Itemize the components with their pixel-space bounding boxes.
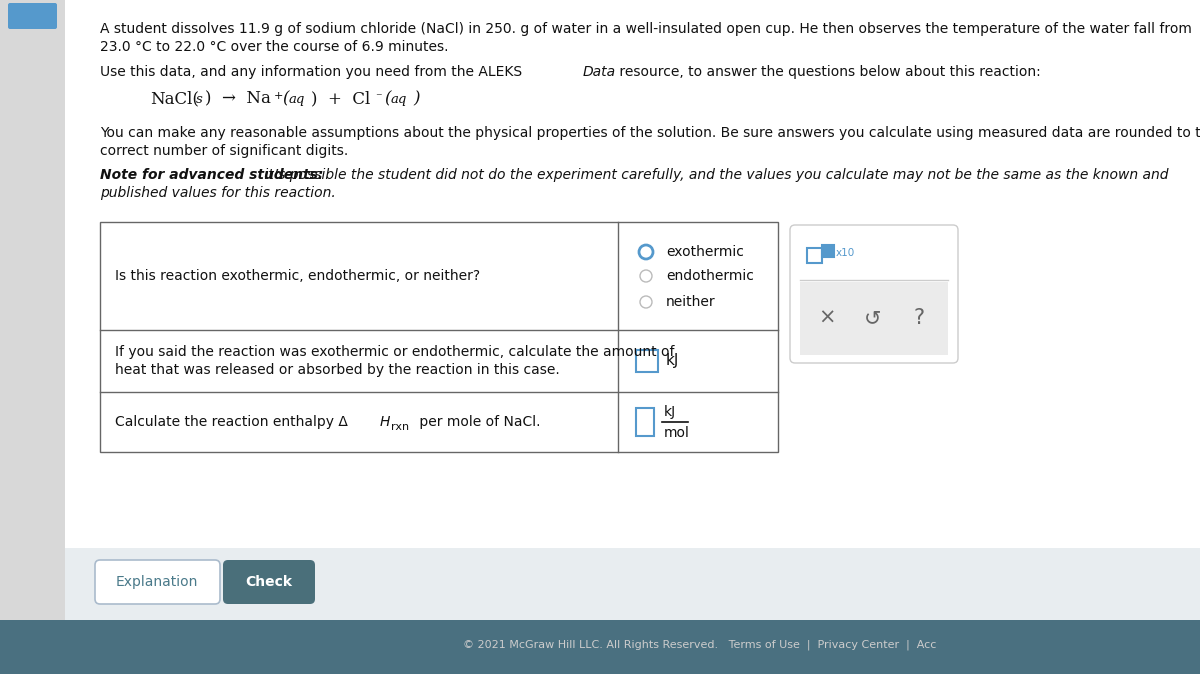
Text: aq: aq: [391, 93, 407, 106]
Text: s: s: [196, 93, 203, 106]
Text: ↺: ↺: [864, 308, 882, 328]
FancyBboxPatch shape: [790, 225, 958, 363]
Text: kJ: kJ: [664, 405, 676, 419]
FancyBboxPatch shape: [95, 560, 220, 604]
Text: correct number of significant digits.: correct number of significant digits.: [100, 144, 348, 158]
Bar: [636, 350, 658, 372]
Bar: [808, 248, 822, 263]
Text: You can make any reasonable assumptions about the physical properties of the sol: You can make any reasonable assumptions …: [100, 126, 1200, 140]
Bar: [100, 222, 778, 452]
FancyBboxPatch shape: [223, 560, 314, 604]
Text: resource, to answer the questions below about this reaction:: resource, to answer the questions below …: [616, 65, 1040, 79]
Text: neither: neither: [666, 295, 715, 309]
Text: published values for this reaction.: published values for this reaction.: [100, 186, 336, 200]
Text: Calculate the reaction enthalpy Δ: Calculate the reaction enthalpy Δ: [115, 415, 348, 429]
Text: exothermic: exothermic: [666, 245, 744, 259]
Bar: [800, 282, 948, 355]
Bar: [0, 0, 65, 674]
Text: )  →  Na: ) → Na: [205, 90, 271, 107]
Text: heat that was released or absorbed by the reaction in this case.: heat that was released or absorbed by th…: [115, 363, 559, 377]
Text: Is this reaction exothermic, endothermic, or neither?: Is this reaction exothermic, endothermic…: [115, 269, 480, 283]
Text: +: +: [274, 91, 283, 101]
Text: kJ: kJ: [666, 353, 679, 369]
Text: Check: Check: [246, 575, 293, 589]
Text: H: H: [380, 415, 390, 429]
Text: Data: Data: [583, 65, 616, 79]
Text: (: (: [384, 90, 390, 107]
Text: Explanation: Explanation: [116, 575, 198, 589]
Bar: [65, 548, 1200, 620]
Text: endothermic: endothermic: [666, 269, 754, 283]
Bar: [822, 245, 834, 257]
Text: )  +  Cl: ) + Cl: [311, 90, 371, 107]
Text: mol: mol: [664, 426, 690, 440]
Text: (: (: [282, 90, 288, 107]
Text: aq: aq: [289, 93, 305, 106]
Text: ): ): [413, 90, 420, 107]
Bar: [0, 620, 1200, 674]
Text: ⁻: ⁻: [374, 91, 382, 104]
FancyBboxPatch shape: [8, 3, 58, 29]
Text: 23.0 °C to 22.0 °C over the course of 6.9 minutes.: 23.0 °C to 22.0 °C over the course of 6.…: [100, 40, 449, 54]
Text: If you said the reaction was exothermic or endothermic, calculate the amount of: If you said the reaction was exothermic …: [115, 345, 674, 359]
Text: ×: ×: [818, 308, 835, 328]
Bar: [636, 408, 654, 436]
Text: x10: x10: [836, 248, 856, 258]
Text: per mole of NaCl.: per mole of NaCl.: [415, 415, 540, 429]
Text: Note for advanced students:: Note for advanced students:: [100, 168, 323, 182]
Text: © 2021 McGraw Hill LLC. All Rights Reserved.   Terms of Use  |  Privacy Center  : © 2021 McGraw Hill LLC. All Rights Reser…: [463, 640, 937, 650]
Text: ?: ?: [913, 308, 924, 328]
Text: NaCl(: NaCl(: [150, 90, 199, 107]
Text: A student dissolves 11.9 g of sodium chloride (NaCl) in 250. g of water in a wel: A student dissolves 11.9 g of sodium chl…: [100, 22, 1192, 36]
Text: rxn: rxn: [391, 422, 409, 432]
Text: it’s possible the student did not do the experiment carefully, and the values yo: it’s possible the student did not do the…: [260, 168, 1169, 182]
Text: Use this data, and any information you need from the ALEKS: Use this data, and any information you n…: [100, 65, 527, 79]
